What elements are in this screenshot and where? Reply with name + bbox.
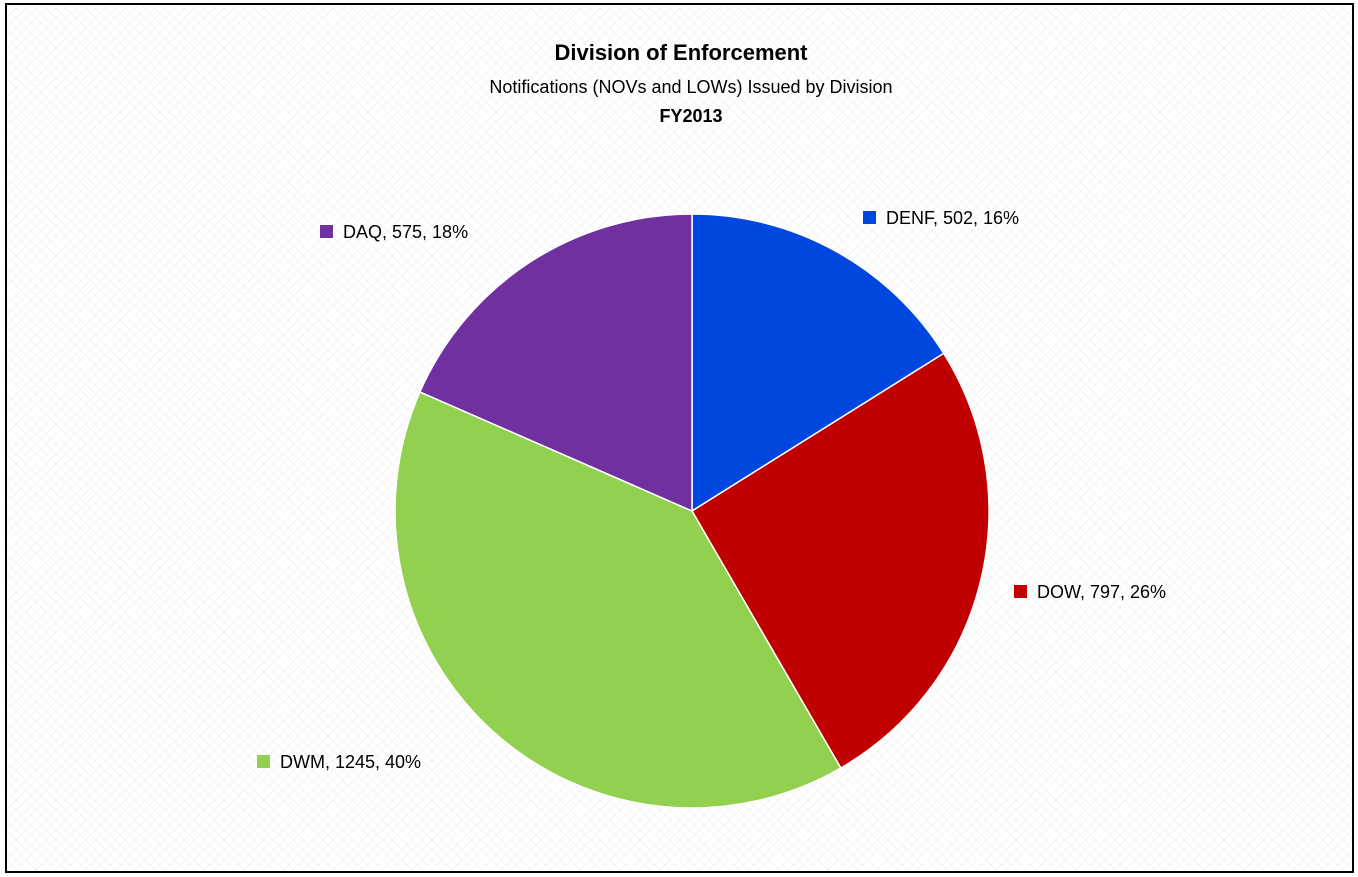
data-label-marker-daq (320, 225, 333, 238)
pie-chart: Division of Enforcement Notifications (N… (257, 40, 1166, 809)
data-label-denf: DENF, 502, 16% (886, 208, 1019, 228)
chart-fiscal-year: FY2013 (659, 106, 722, 126)
pie-slices (394, 213, 990, 809)
data-label-marker-dow (1014, 585, 1027, 598)
data-label-daq: DAQ, 575, 18% (343, 222, 468, 242)
data-label-marker-dwm (257, 755, 270, 768)
data-label-dow: DOW, 797, 26% (1037, 582, 1166, 602)
chart-frame: Division of Enforcement Notifications (N… (5, 3, 1354, 873)
chart-subtitle: Notifications (NOVs and LOWs) Issued by … (489, 77, 892, 97)
pie-slice-dow (690, 352, 990, 770)
pie-slice-denf (691, 213, 945, 513)
pie-data-labels: DENF, 502, 16% DOW, 797, 26% DWM, 1245, 40… (257, 208, 1166, 772)
chart-title: Division of Enforcement (554, 40, 808, 65)
data-label-dwm: DWM, 1245, 40% (280, 752, 421, 772)
pie-slice-daq (418, 213, 693, 513)
pie-slice-dwm (394, 390, 842, 809)
data-label-marker-denf (863, 211, 876, 224)
